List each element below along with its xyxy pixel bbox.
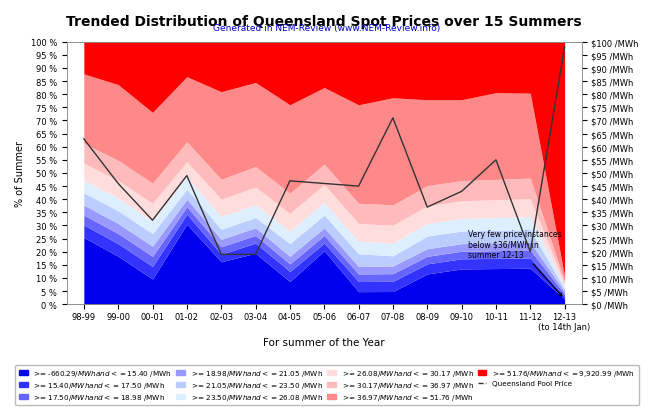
Text: Generated in NEM-Review (www.NEM-Review.info): Generated in NEM-Review (www.NEM-Review.…: [213, 24, 441, 33]
Title: Trended Distribution of Queensland Spot Prices over 15 Summers: Trended Distribution of Queensland Spot …: [67, 15, 582, 29]
X-axis label: For summer of the Year: For summer of the Year: [264, 337, 385, 347]
Text: Very few price instances
below $36/MWh in
summer 12-13: Very few price instances below $36/MWh i…: [468, 229, 562, 296]
Y-axis label: % of Summer: % of Summer: [15, 141, 25, 207]
Legend: >= -$660.29 /MWh and <= $15.40 /MWh, >= $15.40 /MWh and <= $17.50 /MWh, >= $17.5: >= -$660.29 /MWh and <= $15.40 /MWh, >= …: [15, 365, 639, 405]
